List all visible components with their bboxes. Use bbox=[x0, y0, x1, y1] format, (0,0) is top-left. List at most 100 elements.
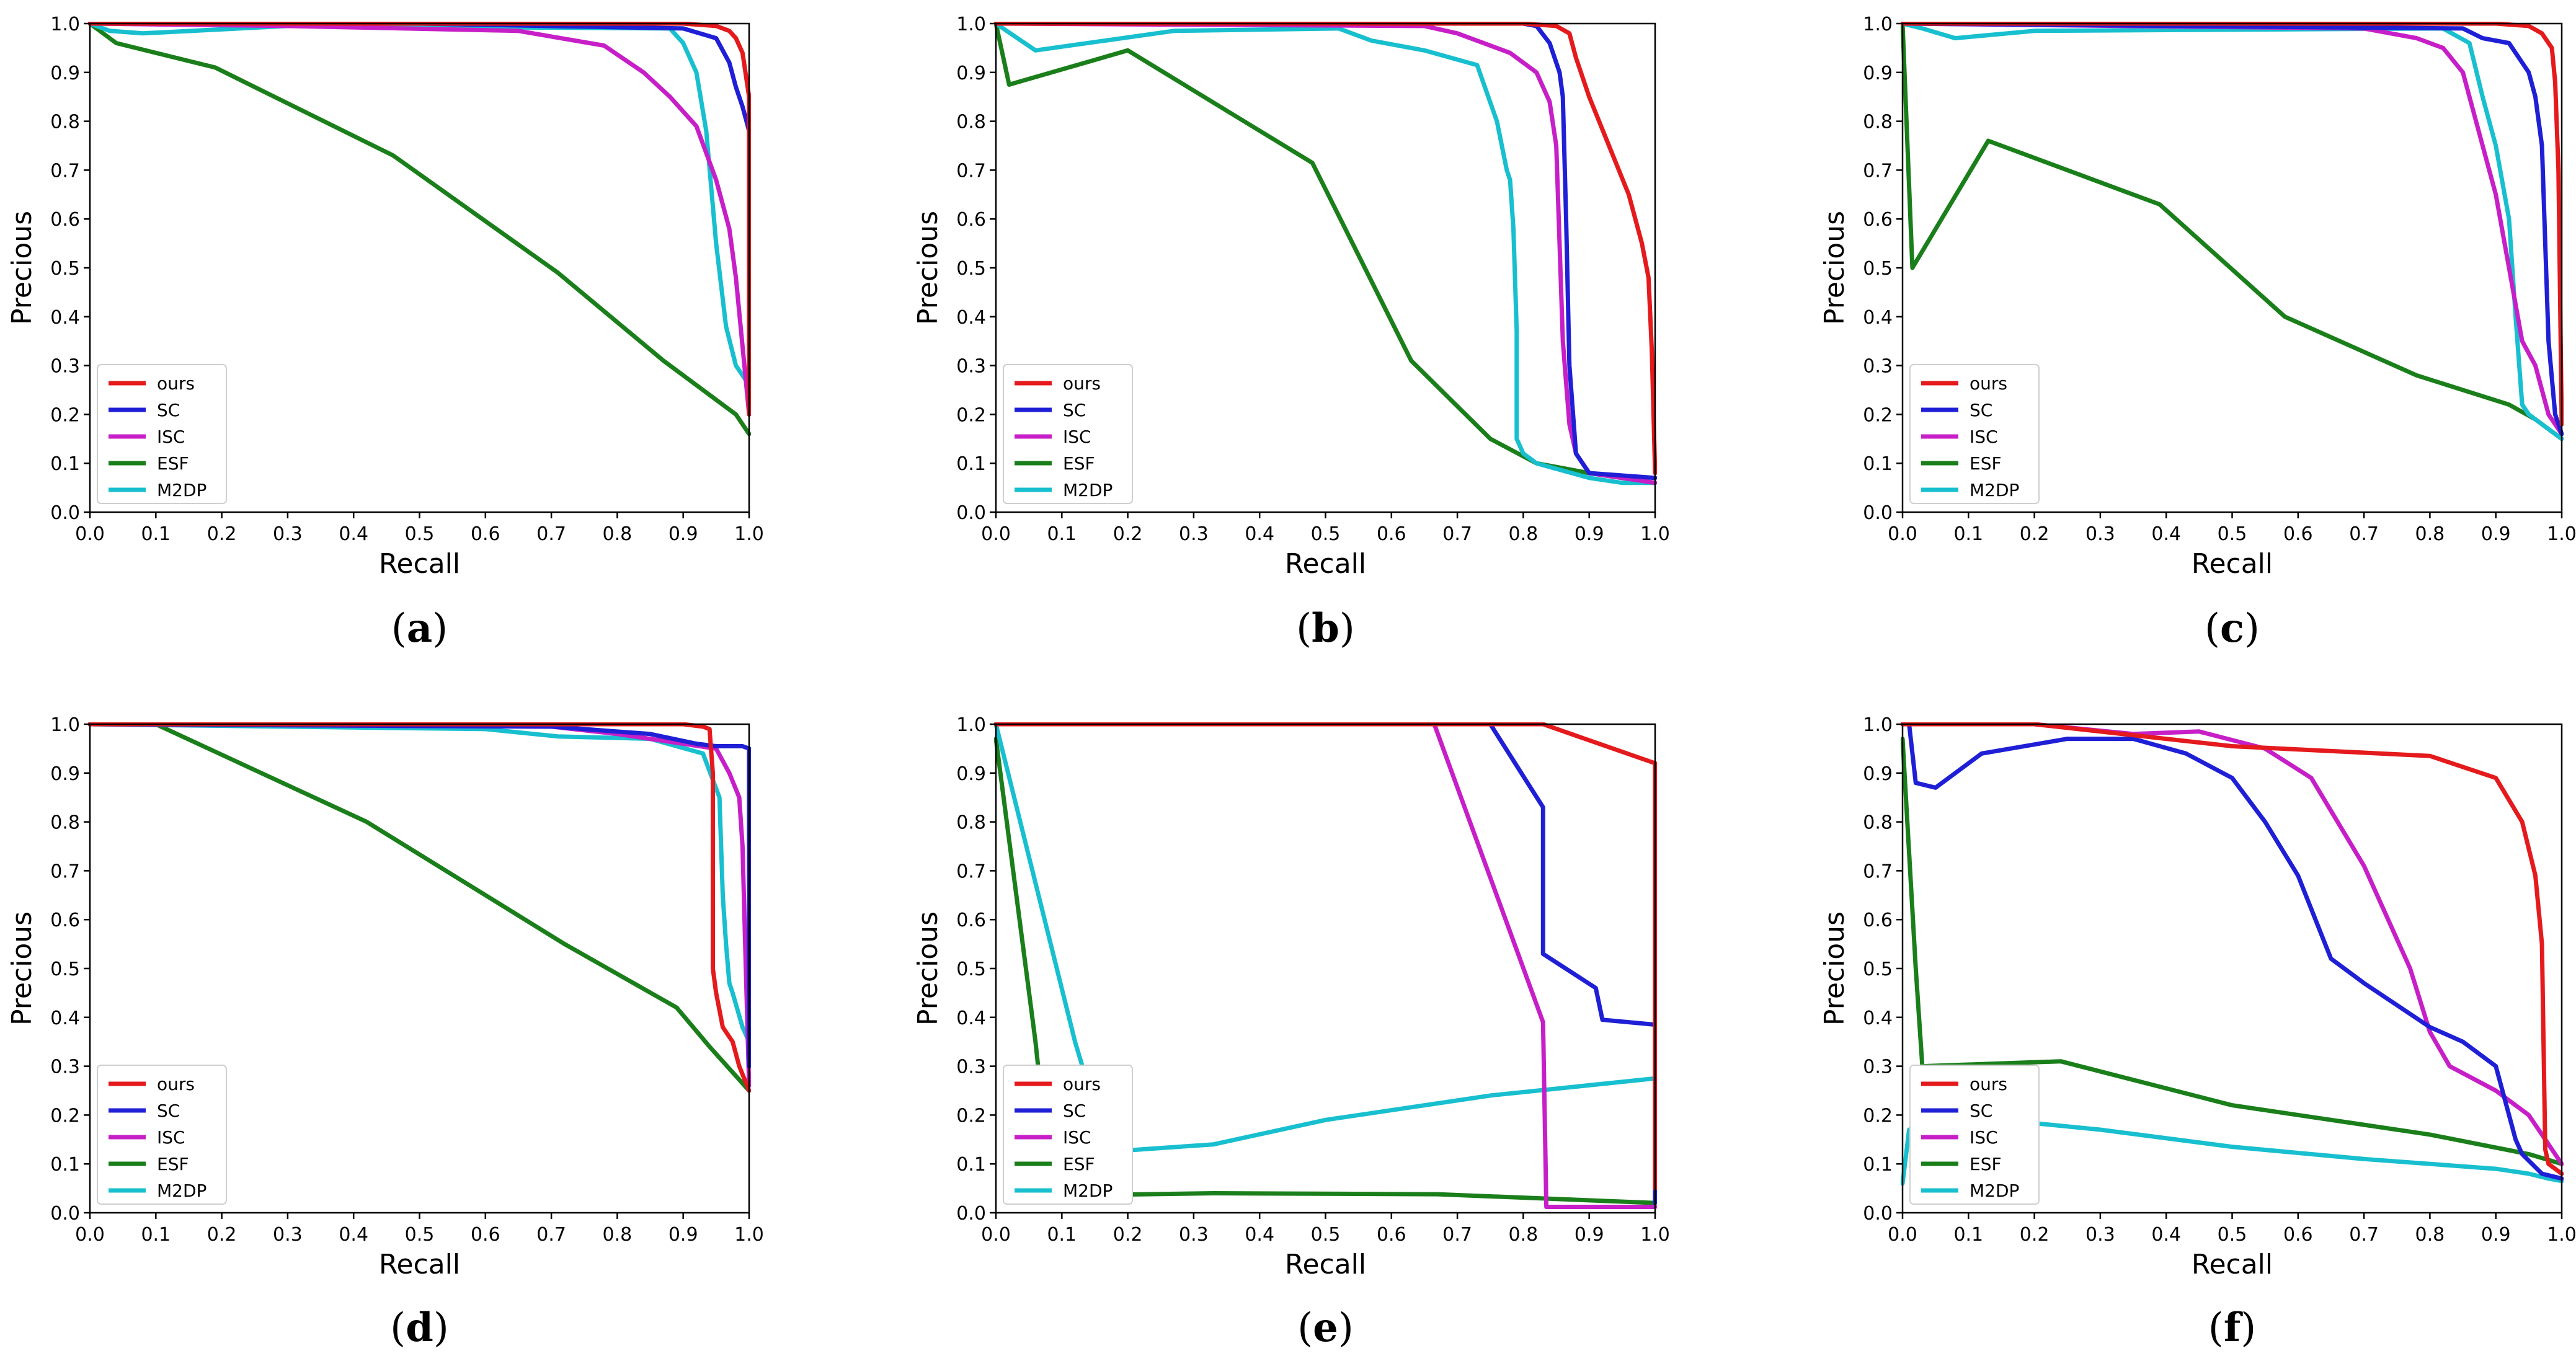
legend-label-isc: ISC bbox=[1970, 1127, 1998, 1148]
legend-box bbox=[1909, 1065, 2040, 1205]
y-tick-label: 0.9 bbox=[1863, 763, 1893, 785]
x-tick-label: 1.0 bbox=[1640, 523, 1670, 545]
legend: ours SC ISC ESF M2DP bbox=[1003, 364, 1133, 504]
y-tick-label: 0.4 bbox=[50, 307, 80, 329]
x-tick-label: 0.8 bbox=[1509, 523, 1539, 545]
x-tick-label: 0.8 bbox=[603, 523, 633, 545]
x-tick-label: 0.7 bbox=[1442, 1224, 1472, 1246]
caption-close: ) bbox=[2241, 1305, 2256, 1351]
x-tick-label: 0.1 bbox=[141, 1224, 171, 1246]
legend-label-m2dp: M2DP bbox=[1970, 1181, 2019, 1201]
series-line-m2dp bbox=[1901, 22, 2564, 441]
chart-f: 0.00.0 0.1 0.1 0.2 0.2 0.3 0.3 0.4 0.4 0.5 0.5 0.6 0… bbox=[1819, 714, 2576, 1351]
x-tick-label: 0.3 bbox=[2085, 1224, 2115, 1246]
y-tick-label: 0.9 bbox=[956, 63, 986, 84]
x-tick-label: 0.6 bbox=[1377, 523, 1406, 545]
legend-label-sc: SC bbox=[1970, 1101, 1992, 1121]
x-tick-label: 0.5 bbox=[1311, 523, 1341, 545]
x-tick-label: 0.4 bbox=[339, 523, 368, 545]
caption-close: ) bbox=[2244, 606, 2260, 652]
y-tick-label: 1.0 bbox=[956, 14, 986, 35]
series-line-m2dp bbox=[88, 22, 751, 388]
x-tick-label: 0.2 bbox=[2020, 1224, 2050, 1246]
panel-caption: (d) bbox=[390, 1305, 449, 1351]
legend-label-m2dp: M2DP bbox=[1063, 480, 1113, 500]
y-axis-label: Precious bbox=[912, 211, 944, 325]
legend-label-m2dp: M2DP bbox=[157, 480, 207, 500]
x-tick-label: 0.1 bbox=[1953, 1224, 1983, 1246]
y-tick-label: 0.7 bbox=[1863, 861, 1893, 882]
series-line-sc bbox=[994, 722, 1657, 1205]
y-tick-label: 0.2 bbox=[956, 404, 986, 426]
x-tick-label: 0.5 bbox=[405, 523, 435, 545]
x-axis-label: Recall bbox=[379, 1249, 460, 1280]
x-tick-label: 1.0 bbox=[734, 1224, 764, 1246]
x-tick-label: 0.8 bbox=[2415, 523, 2445, 545]
series-line-ours bbox=[994, 22, 1657, 476]
y-tick-label: 0.5 bbox=[956, 258, 986, 280]
y-tick-label: 0.3 bbox=[1863, 356, 1893, 378]
y-tick-label: 0.4 bbox=[1863, 307, 1893, 329]
x-tick-label: 0.0 bbox=[1888, 1224, 1917, 1246]
legend-label-ours: ours bbox=[1063, 1074, 1101, 1094]
legend-label-ours: ours bbox=[1063, 373, 1101, 394]
y-tick-label: 0.2 bbox=[1863, 404, 1893, 426]
y-tick-label: 1.0 bbox=[956, 714, 986, 736]
y-tick-label: 0.0 bbox=[956, 1203, 986, 1225]
y-tick-label: 0.5 bbox=[1863, 959, 1893, 980]
series-line-m2dp bbox=[88, 722, 751, 1044]
x-tick-label: 0.4 bbox=[339, 1224, 368, 1246]
legend-label-m2dp: M2DP bbox=[157, 1181, 207, 1201]
series-line-ours bbox=[1901, 722, 2564, 1176]
series-line-esf bbox=[994, 22, 1657, 485]
y-tick-label: 0.6 bbox=[1863, 910, 1893, 931]
legend: ours SC ISC ESF M2DP bbox=[1909, 364, 2040, 504]
legend-box bbox=[97, 364, 227, 504]
series-line-m2dp bbox=[994, 722, 1657, 1154]
x-tick-label: 0.5 bbox=[2218, 1224, 2247, 1246]
y-tick-label: 0.2 bbox=[50, 404, 80, 426]
legend-box bbox=[97, 1065, 227, 1205]
x-tick-label: 0.4 bbox=[2151, 1224, 2181, 1246]
y-tick-label: 0.3 bbox=[956, 1057, 986, 1078]
x-tick-label: 0.1 bbox=[1047, 523, 1077, 545]
y-tick-label: 0.3 bbox=[50, 356, 80, 378]
x-tick-label: 1.0 bbox=[734, 523, 764, 545]
y-tick-label: 0.2 bbox=[50, 1105, 80, 1127]
caption-letter: e bbox=[1313, 1305, 1338, 1351]
y-axis-label: Precious bbox=[1819, 911, 1850, 1026]
legend: ours SC ISC ESF M2DP bbox=[1909, 1065, 2040, 1205]
x-tick-label: 0.0 bbox=[1888, 523, 1917, 545]
panel-caption: (b) bbox=[1296, 605, 1355, 652]
y-tick-label: 0.9 bbox=[50, 763, 80, 785]
x-tick-label: 0.0 bbox=[75, 1224, 105, 1246]
caption-letter: a bbox=[407, 605, 432, 652]
x-tick-label: 0.0 bbox=[981, 1224, 1011, 1246]
series-line-isc bbox=[1901, 22, 2564, 436]
y-tick-label: 0.0 bbox=[1863, 1203, 1893, 1225]
legend-label-sc: SC bbox=[157, 400, 180, 420]
y-tick-label: 0.9 bbox=[956, 763, 986, 785]
legend-label-ours: ours bbox=[1970, 373, 2007, 394]
series-line-m2dp bbox=[994, 22, 1657, 485]
legend-label-esf: ESF bbox=[157, 1154, 189, 1174]
legend-label-sc: SC bbox=[157, 1101, 180, 1121]
x-tick-label: 0.9 bbox=[1574, 523, 1604, 545]
chart-e: 0.00.0 0.1 0.1 0.2 0.2 0.3 0.3 0.4 0.4 0.5 0.5 0.6 0… bbox=[912, 714, 1670, 1351]
legend-label-sc: SC bbox=[1063, 1101, 1086, 1121]
y-tick-label: 0.4 bbox=[956, 1008, 986, 1029]
y-tick-label: 1.0 bbox=[1863, 14, 1893, 35]
y-tick-label: 0.4 bbox=[1863, 1008, 1893, 1029]
legend-label-isc: ISC bbox=[1063, 1127, 1091, 1148]
series-group bbox=[1901, 722, 2564, 1186]
y-tick-label: 0.0 bbox=[50, 502, 80, 524]
series-line-sc bbox=[88, 22, 751, 417]
x-tick-label: 0.7 bbox=[2349, 523, 2379, 545]
x-tick-label: 0.7 bbox=[1442, 523, 1472, 545]
y-tick-label: 0.8 bbox=[1863, 112, 1893, 133]
y-tick-label: 0.8 bbox=[1863, 812, 1893, 834]
y-tick-label: 0.0 bbox=[956, 502, 986, 524]
y-tick-label: 0.5 bbox=[50, 959, 80, 980]
chart-b: 0.00.0 0.1 0.1 0.2 0.2 0.3 0.3 0.4 0.4 0.5 0.5 0.6 0… bbox=[912, 14, 1670, 652]
